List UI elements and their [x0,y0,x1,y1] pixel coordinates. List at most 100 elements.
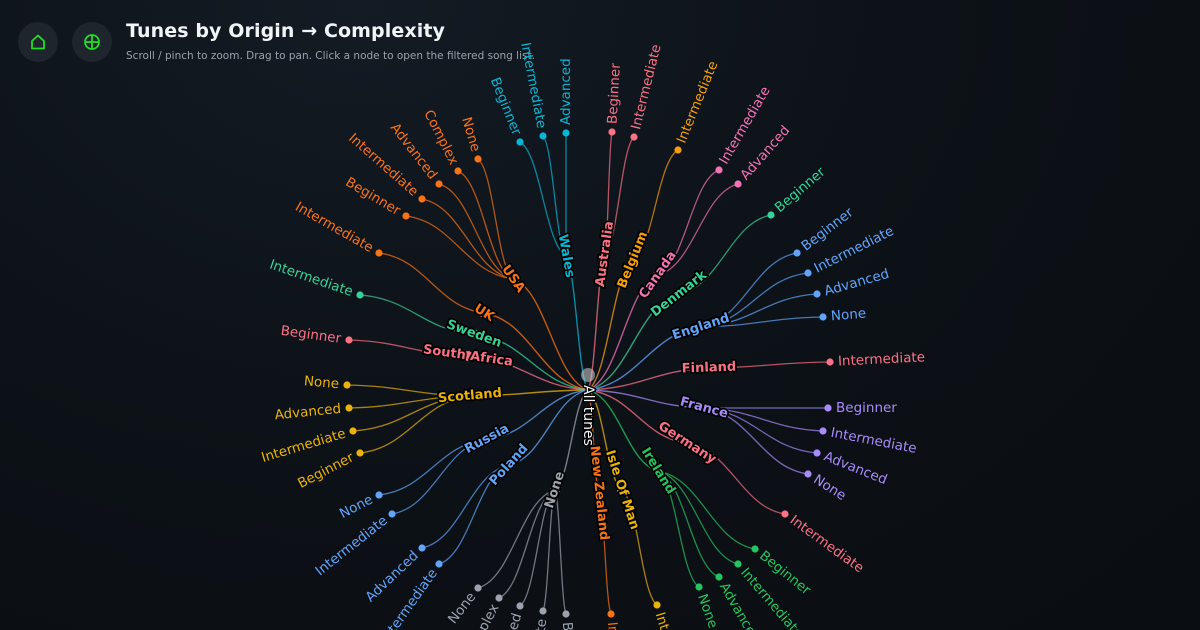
leaf-node-germany-intermediate[interactable]: Intermediate [781,510,867,576]
leaf-dot[interactable] [695,583,703,591]
leaf-dot[interactable] [349,427,357,435]
leaf-node-denmark-beginner[interactable]: Beginner [767,164,829,219]
leaf-node-isle-of-man-intermediate[interactable]: Intermediate [652,601,693,630]
leaf-node-ireland-none[interactable]: None [694,583,721,630]
leaf-dot[interactable] [345,404,353,412]
leaf-node-scotland-none[interactable]: None [303,373,351,392]
leaf-dot[interactable] [804,269,812,277]
leaf-node-none-intermediate[interactable]: Intermediate [526,607,551,630]
leaf-dot[interactable] [630,133,638,141]
country-dot[interactable] [482,434,492,444]
leaf-node-wales-advanced[interactable]: Advanced [558,58,574,137]
recenter-button[interactable] [72,22,112,62]
leaf-dot[interactable] [767,211,775,219]
country-dot[interactable] [479,308,489,318]
leaf-dot[interactable] [734,560,742,568]
leaf-node-france-beginner[interactable]: Beginner [824,400,897,416]
leaf-dot[interactable] [793,249,801,257]
leaf-dot[interactable] [343,381,351,389]
leaf-node-uk-intermediate[interactable]: Intermediate [292,199,383,257]
country-dot[interactable] [653,466,663,476]
leaf-dot[interactable] [674,146,682,154]
leaf-node-scotland-beginner[interactable]: Beginner [295,449,364,492]
leaf-dot[interactable] [607,610,615,618]
country-node-england[interactable]: England [669,309,733,345]
leaf-node-none-none[interactable]: None [445,584,482,627]
country-node-france[interactable]: France [677,393,732,424]
country-dot[interactable] [682,438,692,448]
leaf-dot[interactable] [516,602,524,610]
country-dot[interactable] [674,289,684,299]
leaf-node-wales-beginner[interactable]: Beginner [487,75,525,146]
country-node-australia[interactable]: Australia [591,218,619,289]
leaf-dot[interactable] [375,491,383,499]
leaf-dot[interactable] [804,470,812,478]
leaf-node-none-beginner[interactable]: Beginner [559,610,580,630]
leaf-dot[interactable] [608,128,616,136]
root-node[interactable]: All tunes [579,368,598,447]
leaf-dot[interactable] [356,449,364,457]
country-dot[interactable] [550,485,560,495]
leaf-dot[interactable] [435,180,443,188]
leaf-node-australia-beginner[interactable]: Beginner [604,62,624,136]
leaf-dot[interactable] [516,138,524,146]
country-dot[interactable] [504,460,514,470]
country-node-russia[interactable]: Russia [461,419,514,458]
leaf-node-scotland-advanced[interactable]: Advanced [274,401,353,424]
country-node-none[interactable]: None [540,468,570,512]
country-dot[interactable] [696,322,706,332]
country-dot[interactable] [617,485,627,495]
country-node-usa[interactable]: USA [497,261,530,298]
country-node-scotland[interactable]: Scotland [436,384,505,408]
leaf-dot[interactable] [734,180,742,188]
leaf-node-finland-intermediate[interactable]: Intermediate [826,349,925,370]
country-dot[interactable] [704,363,714,373]
country-dot[interactable] [465,391,475,401]
leaf-dot[interactable] [539,607,547,615]
leaf-node-sweden-intermediate[interactable]: Intermediate [267,257,364,300]
leaf-dot[interactable] [418,195,426,203]
leaf-dot[interactable] [454,167,462,175]
leaf-dot[interactable] [402,212,410,220]
leaf-dot[interactable] [751,545,759,553]
country-dot[interactable] [699,403,709,413]
country-dot[interactable] [594,488,604,498]
country-dot[interactable] [653,270,663,280]
leaf-dot[interactable] [474,584,482,592]
leaf-node-usa-none[interactable]: None [458,115,483,163]
country-node-finland[interactable]: Finland [680,358,738,378]
leaf-dot[interactable] [356,291,364,299]
country-node-wales[interactable]: Wales [553,231,579,280]
leaf-node-france-none[interactable]: None [804,470,849,504]
leaf-node-belgium-intermediate[interactable]: Intermediate [674,59,722,154]
leaf-dot[interactable] [375,249,383,257]
country-dot[interactable] [628,255,638,265]
leaf-dot[interactable] [562,129,570,137]
leaf-dot[interactable] [345,336,353,344]
leaf-node-russia-intermediate[interactable]: Intermediate [312,510,396,579]
country-dot[interactable] [561,251,571,261]
leaf-dot[interactable] [813,290,821,298]
leaf-dot[interactable] [435,560,443,568]
country-node-poland[interactable]: Poland [485,440,533,491]
leaf-node-new-zealand-intermediate[interactable]: Intermediate [604,610,629,630]
leaf-dot[interactable] [474,155,482,163]
leaf-dot[interactable] [715,573,723,581]
root-dot[interactable] [581,368,595,382]
country-dot[interactable] [463,351,473,361]
leaf-dot[interactable] [715,166,723,174]
leaf-dot[interactable] [813,449,821,457]
leaf-dot[interactable] [418,544,426,552]
leaf-node-south-africa-beginner[interactable]: Beginner [280,323,353,347]
country-dot[interactable] [508,274,518,284]
country-dot[interactable] [600,249,610,259]
leaf-dot[interactable] [819,313,827,321]
leaf-dot[interactable] [781,510,789,518]
leaf-node-australia-intermediate[interactable]: Intermediate [628,43,665,141]
leaf-dot[interactable] [653,601,661,609]
home-button[interactable] [18,22,58,62]
leaf-dot[interactable] [539,132,547,140]
leaf-dot[interactable] [826,358,834,366]
leaf-dot[interactable] [819,427,827,435]
